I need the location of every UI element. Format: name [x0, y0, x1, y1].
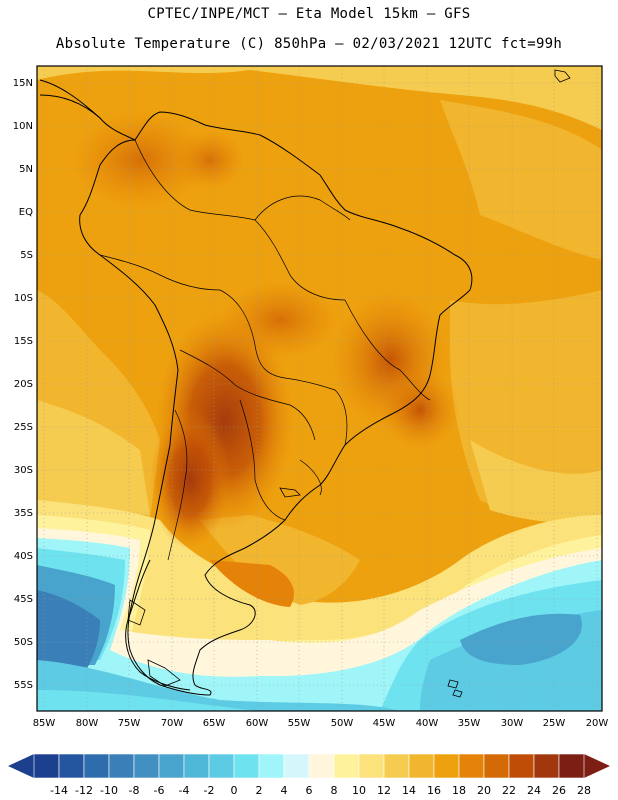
colorbar-tick-label: 14: [402, 784, 416, 797]
lon-label: 65W: [203, 718, 226, 729]
colorbar-tick-label: -14: [50, 784, 68, 797]
lat-label: 55S: [14, 680, 33, 691]
lat-label: 15S: [14, 336, 33, 347]
colorbar-tick-label: 6: [306, 784, 313, 797]
colorbar-tick-label: -2: [204, 784, 215, 797]
lon-label: 75W: [118, 718, 141, 729]
colorbar-tick-label: -8: [129, 784, 140, 797]
lat-label: 35S: [14, 508, 33, 519]
colorbar-swatch: [183, 753, 210, 779]
colorbar-tick-label: 16: [427, 784, 441, 797]
colorbar-swatch: [133, 753, 160, 779]
lat-label: 50S: [14, 637, 33, 648]
longitude-labels: 85W 80W 75W 70W 65W 60W 55W 50W 45W 40W …: [33, 718, 609, 729]
colorbar-swatch: [233, 753, 260, 779]
colorbar-tick-label: 2: [256, 784, 263, 797]
colorbar-tick-label: -10: [100, 784, 118, 797]
colorbar-swatch: [383, 753, 410, 779]
lon-label: 45W: [373, 718, 396, 729]
lon-label: 35W: [458, 718, 481, 729]
colorbar-swatch: [458, 753, 485, 779]
lat-label: 5S: [20, 250, 33, 261]
lat-label: 15N: [13, 78, 33, 89]
lon-label: 40W: [416, 718, 439, 729]
colorbar-swatch: [433, 753, 460, 779]
colorbar-low-arrow: [8, 754, 34, 778]
colorbar-tick-label: 8: [331, 784, 338, 797]
lat-label: 20S: [14, 379, 33, 390]
lat-label: 10N: [13, 121, 33, 132]
country-borders: [99, 139, 431, 561]
lon-label: 70W: [161, 718, 184, 729]
lat-label: 30S: [14, 465, 33, 476]
lon-label: 30W: [501, 718, 524, 729]
lon-label: 20W: [586, 718, 609, 729]
colorbar-swatch: [283, 753, 310, 779]
colorbar-swatch: [108, 753, 135, 779]
colorbar-tick-label: 10: [352, 784, 366, 797]
colorbar-tick-label: 26: [552, 784, 566, 797]
colorbar-swatch: [508, 753, 535, 779]
colorbar-tick-label: 0: [231, 784, 238, 797]
lon-label: 85W: [33, 718, 56, 729]
latitude-labels: 15N 10N 5N EQ 5S 10S 15S 20S 25S 30S 35S…: [13, 78, 33, 691]
colorbar-tick-label: 24: [527, 784, 541, 797]
lat-label: EQ: [19, 207, 33, 218]
lon-label: 55W: [288, 718, 311, 729]
colorbar-swatch: [333, 753, 360, 779]
colorbar-tick-label: 4: [281, 784, 288, 797]
colorbar-swatch: [83, 753, 110, 779]
islands: [127, 69, 571, 698]
colorbar-swatch: [408, 753, 435, 779]
colorbar-swatch: [58, 753, 85, 779]
colorbar-swatch: [358, 753, 385, 779]
colorbar-tick-label: 12: [377, 784, 391, 797]
colorbar-swatch: [308, 753, 335, 779]
lon-label: 25W: [543, 718, 566, 729]
chart-title-line2: Absolute Temperature (C) 850hPa – 02/03/…: [55, 36, 563, 52]
lat-label: 25S: [14, 422, 33, 433]
lon-label: 50W: [331, 718, 354, 729]
colorbar-tick-label: 28: [577, 784, 591, 797]
temperature-field: [37, 66, 602, 711]
colorbar-tick-label: 22: [502, 784, 516, 797]
chart-title-line1: CPTEC/INPE/MCT – Eta Model 15km – GFS: [147, 6, 471, 22]
colorbar-swatch: [533, 753, 560, 779]
colorbar: -14 -12 -10 -8 -6 -4 -2 0 2 4 6 8 10 12 14 16 18 20 22 24 26…: [8, 753, 610, 797]
lon-label: 80W: [76, 718, 99, 729]
lat-label: 10S: [14, 293, 33, 304]
colorbar-swatch: [208, 753, 235, 779]
colorbar-swatch: [158, 753, 185, 779]
colorbar-tick-label: -6: [154, 784, 165, 797]
colorbar-swatch: [33, 753, 60, 779]
colorbar-swatch: [258, 753, 285, 779]
lat-label: 40S: [14, 551, 33, 562]
colorbar-swatch: [483, 753, 510, 779]
colorbar-tick-label: -4: [179, 784, 190, 797]
lon-label: 60W: [246, 718, 269, 729]
colorbar-tick-label: -12: [75, 784, 93, 797]
lat-label: 5N: [19, 164, 33, 175]
colorbar-high-arrow: [584, 754, 610, 778]
colorbar-swatch: [558, 753, 585, 779]
lat-label: 45S: [14, 594, 33, 605]
map-frame: [36, 65, 603, 712]
colorbar-tick-label: 18: [452, 784, 466, 797]
colorbar-tick-label: 20: [477, 784, 491, 797]
